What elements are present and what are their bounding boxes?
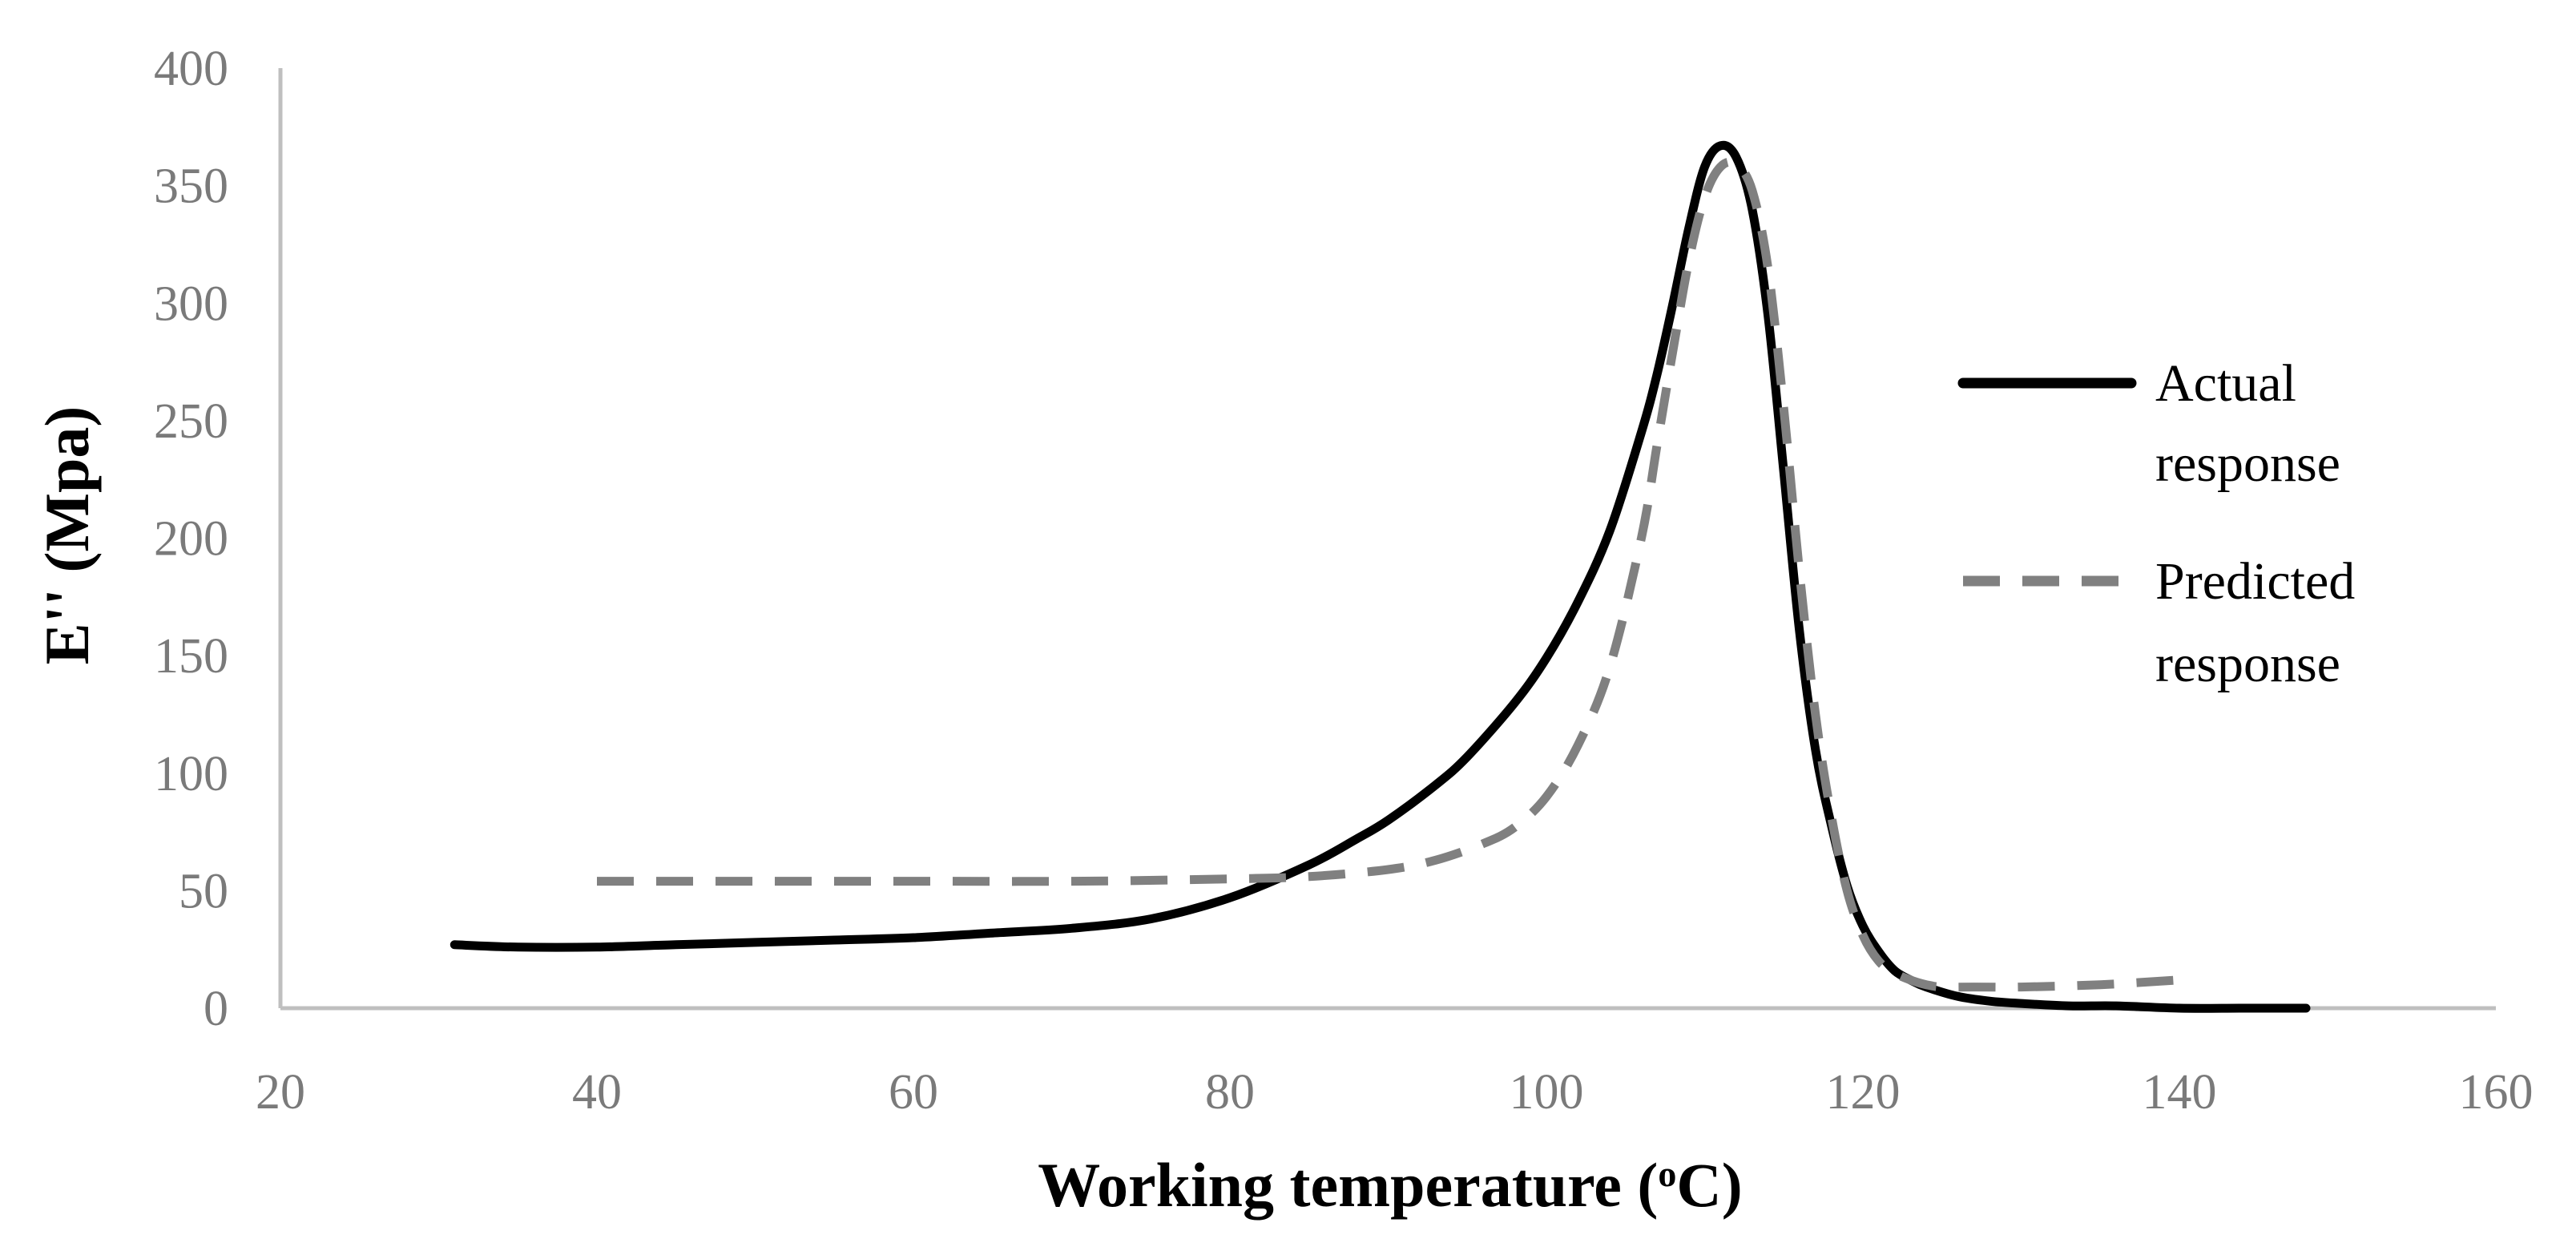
series-line-predicted-response (597, 157, 2180, 992)
y-tick-label: 250 (154, 394, 228, 449)
x-tick-label: 140 (2143, 1065, 2217, 1120)
y-axis-ticks: 0 50 100 150 200 250 300 350 400 (154, 42, 228, 1036)
y-tick-label: 50 (179, 864, 228, 918)
y-tick-label: 200 (154, 512, 228, 567)
series-layer (449, 140, 2311, 1013)
y-tick-label: 350 (154, 159, 228, 214)
x-axis-ticks: 20 40 60 80 100 120 140 160 (256, 1065, 2534, 1120)
x-tick-label: 40 (572, 1065, 622, 1120)
x-axis-title-main: Working temperature ( (1038, 1150, 1658, 1220)
x-tick-label: 60 (889, 1065, 938, 1120)
x-axis-title: Working temperature (oC) (1038, 1150, 1742, 1220)
legend: Actual response Predicted response (1957, 354, 2355, 693)
x-tick-label: 120 (1826, 1065, 1901, 1120)
legend-label-predicted-line2: response (2155, 635, 2340, 693)
y-tick-label: 300 (154, 276, 228, 331)
x-tick-label: 80 (1205, 1065, 1255, 1120)
y-tick-label: 400 (154, 42, 228, 96)
y-tick-label: 150 (154, 629, 228, 684)
x-axis-title-end: C) (1676, 1150, 1742, 1220)
y-tick-label: 100 (154, 747, 228, 801)
x-tick-label: 100 (1510, 1065, 1584, 1120)
legend-label-actual-line2: response (2155, 434, 2340, 493)
legend-label-actual-line1: Actual (2155, 354, 2296, 413)
x-axis-title-superscript: o (1658, 1153, 1676, 1194)
y-tick-label: 0 (204, 982, 228, 1036)
legend-label-predicted-line1: Predicted (2155, 552, 2355, 611)
x-tick-label: 160 (2459, 1065, 2534, 1120)
y-axis-title: E'' (Mpa) (32, 406, 102, 665)
x-tick-label: 20 (256, 1065, 305, 1120)
